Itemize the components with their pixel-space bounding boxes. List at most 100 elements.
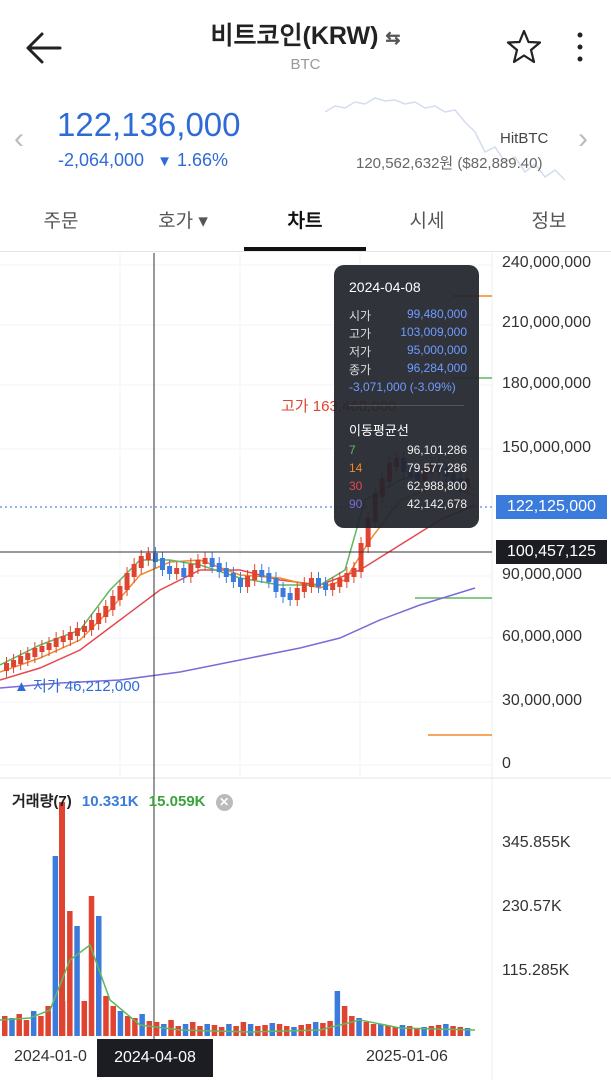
candle bbox=[131, 564, 137, 577]
low-price-label: ▲ 저가 46,212,000 bbox=[14, 675, 140, 696]
page-title[interactable]: 비트코인(KRW) ⇆ bbox=[0, 16, 611, 52]
volume-bar bbox=[341, 1006, 348, 1036]
volume-bar bbox=[356, 1018, 362, 1036]
volume-value-green: 15.059K bbox=[148, 793, 206, 810]
volume-bar bbox=[2, 1016, 8, 1036]
volume-bar bbox=[312, 1022, 319, 1036]
candle bbox=[117, 586, 123, 600]
current-price-tag: 122,125,000 bbox=[496, 495, 607, 519]
volume-bar bbox=[262, 1025, 268, 1036]
candle bbox=[167, 566, 173, 574]
tab-info[interactable]: 정보 bbox=[531, 211, 567, 232]
tooltip-change: -3,071,000 (-3.09%) bbox=[349, 380, 456, 394]
volume-bar bbox=[240, 1022, 247, 1036]
candle bbox=[25, 653, 31, 660]
volume-bar bbox=[399, 1025, 406, 1036]
volume-bar bbox=[146, 1021, 153, 1036]
candle bbox=[216, 563, 222, 572]
tab-order[interactable]: 주문 bbox=[43, 211, 79, 232]
date-label-right: 2025-01-06 bbox=[366, 1048, 448, 1065]
volume-bar bbox=[450, 1026, 456, 1036]
candle bbox=[188, 564, 194, 577]
volume-bar bbox=[276, 1024, 283, 1036]
candle bbox=[174, 568, 180, 574]
candle bbox=[287, 593, 293, 600]
candle bbox=[152, 553, 158, 562]
change-amount: -2,064,000 bbox=[58, 150, 145, 170]
candle bbox=[96, 613, 102, 624]
volume-bar bbox=[52, 856, 59, 1036]
candle bbox=[46, 643, 52, 650]
candle bbox=[74, 628, 80, 636]
candle bbox=[223, 568, 229, 577]
candle bbox=[202, 558, 208, 564]
tooltip-ma-title: 이동평균선 bbox=[349, 423, 409, 438]
candle bbox=[351, 568, 357, 577]
axis-label: 180,000,000 bbox=[502, 375, 591, 392]
crosshair-price-tag: 100,457,125 bbox=[496, 540, 607, 564]
star-icon[interactable] bbox=[505, 28, 543, 66]
volume-bar bbox=[132, 1018, 138, 1036]
volume-bar bbox=[443, 1024, 449, 1036]
volume-bar bbox=[103, 996, 109, 1036]
volume-header: 거래량(7) 10.331K 15.059K ✕ bbox=[12, 790, 233, 811]
tooltip-date: 2024-04-08 bbox=[349, 279, 421, 295]
chevron-right-icon[interactable]: › bbox=[578, 122, 588, 155]
candle bbox=[124, 573, 130, 590]
volume-bar bbox=[30, 1011, 37, 1036]
swap-icon[interactable]: ⇆ bbox=[385, 28, 401, 48]
tab-chart[interactable]: 차트 bbox=[287, 211, 323, 232]
close-circle-icon[interactable]: ✕ bbox=[215, 794, 233, 811]
back-arrow-icon[interactable] bbox=[22, 26, 66, 70]
volume-bar bbox=[110, 1006, 116, 1036]
volume-bar bbox=[74, 926, 80, 1036]
candle bbox=[195, 560, 201, 568]
candle bbox=[252, 570, 258, 580]
active-tab-indicator bbox=[244, 247, 366, 251]
low-arrow-icon: ▲ bbox=[14, 678, 29, 695]
volume-bar bbox=[88, 896, 95, 1036]
candle bbox=[209, 558, 215, 567]
chevron-left-icon[interactable]: ‹ bbox=[14, 122, 24, 155]
volume-bar bbox=[255, 1026, 261, 1036]
candle bbox=[323, 583, 329, 590]
tab-market-price[interactable]: 시세 bbox=[409, 211, 445, 232]
volume-bar bbox=[414, 1028, 420, 1036]
tab-bar: 주문 호가 ▾ 차트 시세 정보 bbox=[0, 192, 611, 252]
candle bbox=[358, 543, 364, 572]
volume-bar bbox=[38, 1016, 44, 1036]
coin-title: 비트코인(KRW) bbox=[210, 22, 379, 50]
change-arrow-icon: ▼ bbox=[157, 153, 172, 170]
tab-orderbook[interactable]: 호가 ▾ bbox=[158, 211, 208, 232]
tooltip-ma-7: 7 96,101,286 bbox=[349, 443, 467, 457]
volume-bar bbox=[392, 1027, 398, 1036]
volume-bar bbox=[23, 1020, 30, 1036]
candle bbox=[308, 578, 314, 587]
tooltip-ma-14: 14 79,577,286 bbox=[349, 461, 467, 475]
candle bbox=[145, 553, 151, 560]
volume-bar bbox=[124, 1016, 131, 1036]
volume-bar bbox=[175, 1026, 182, 1036]
volume-bar bbox=[117, 1011, 124, 1036]
volume-axis-label: 115.285K bbox=[502, 962, 570, 979]
volume-bar bbox=[334, 991, 341, 1036]
candle bbox=[337, 578, 343, 587]
axis-label: 150,000,000 bbox=[502, 439, 591, 456]
more-vertical-icon[interactable] bbox=[568, 28, 592, 66]
volume-bar bbox=[421, 1027, 427, 1036]
volume-bar bbox=[45, 1006, 51, 1036]
current-price: 122,136,000 bbox=[57, 106, 241, 143]
candle bbox=[89, 620, 95, 630]
volume-bar bbox=[327, 1021, 333, 1036]
volume-bar bbox=[190, 1022, 196, 1036]
change-percent: 1.66% bbox=[176, 150, 229, 170]
volume-bar bbox=[96, 916, 102, 1036]
candle bbox=[181, 568, 187, 577]
candle bbox=[39, 646, 45, 652]
top-bar: 비트코인(KRW) ⇆ BTC bbox=[0, 0, 611, 90]
candle bbox=[301, 583, 307, 592]
exchange-value: 120,562,632원 ($82,889.40) bbox=[356, 155, 543, 172]
axis-label: 210,000,000 bbox=[502, 314, 591, 331]
candle bbox=[4, 663, 9, 671]
volume-bar bbox=[428, 1026, 435, 1036]
